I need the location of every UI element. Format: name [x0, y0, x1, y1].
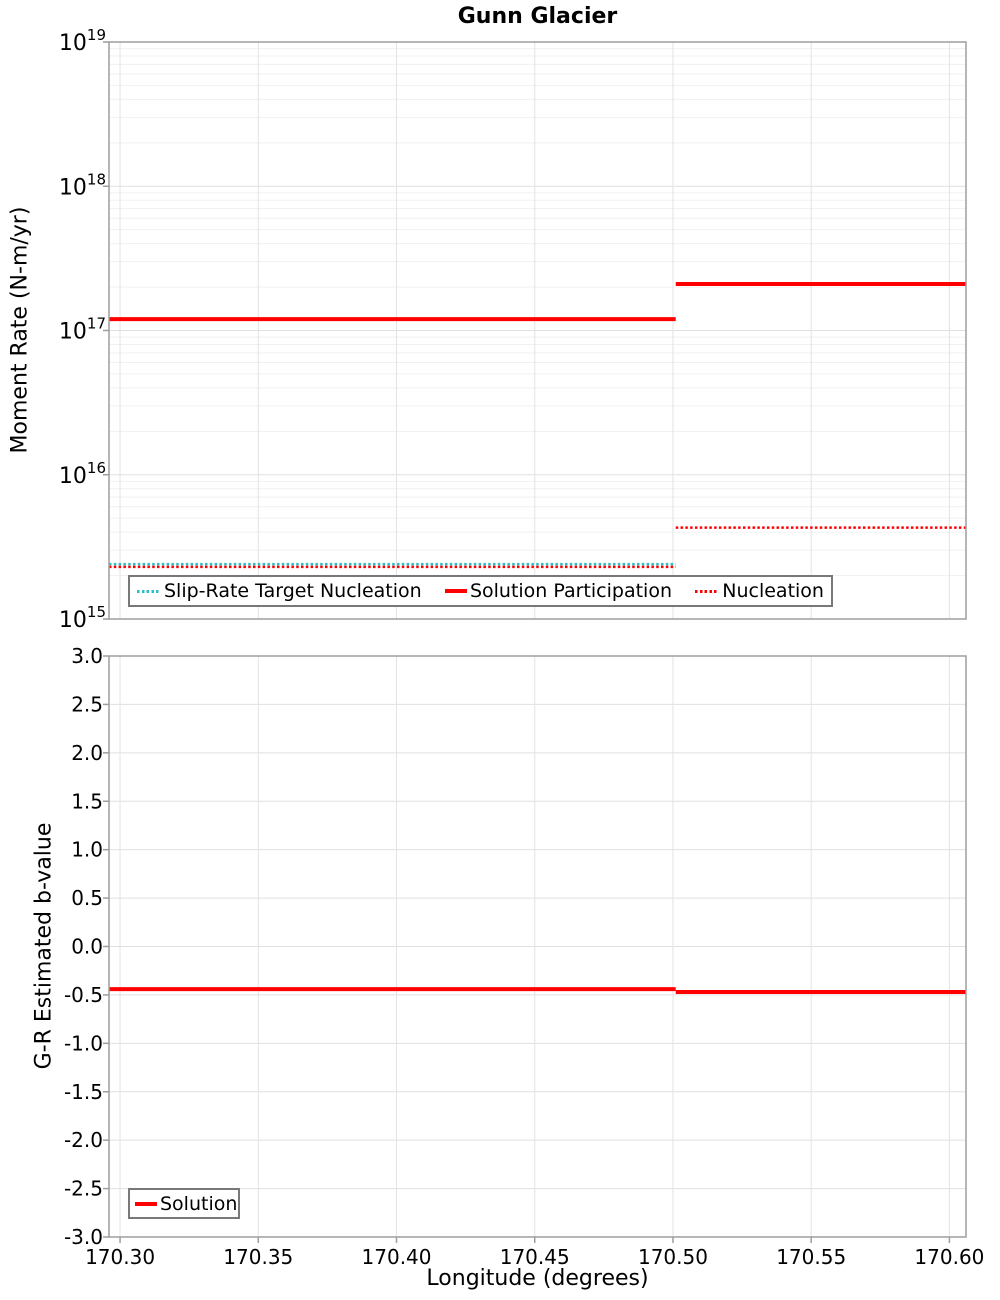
y-tick-label: 2.5	[71, 692, 103, 716]
x-tick-label: 170.60	[914, 1245, 984, 1269]
y-tick-label: 1016	[59, 459, 106, 489]
legend-label-solution-participation: Solution Participation	[469, 580, 672, 602]
y-tick-label: 1.0	[71, 838, 103, 862]
legend-item-solution-participation: Solution Participation	[444, 580, 672, 602]
solution-swatch-icon	[135, 1201, 157, 1206]
bottom-y-axis-label: G-R Estimated b-value	[31, 822, 57, 1070]
y-tick-label: 1019	[59, 26, 106, 56]
bottom-legend: Solution	[128, 1188, 240, 1219]
y-tick-label: 1015	[59, 603, 106, 633]
y-tick-label: -2.5	[64, 1177, 103, 1201]
top-legend: Slip-Rate Target Nucleation Solution Par…	[128, 575, 833, 607]
panel-top: 1019 1018 1017 1016 1015	[59, 26, 967, 633]
y-tick-label: -0.5	[64, 983, 103, 1007]
nucleation-swatch-icon	[695, 589, 720, 593]
x-tick-label: 170.55	[776, 1245, 846, 1269]
x-tick-label: 170.30	[85, 1245, 155, 1269]
legend-label-slip-rate-target-nucleation: Slip-Rate Target Nucleation	[164, 580, 422, 602]
y-tick-label: 0.0	[71, 935, 103, 959]
solution-participation-swatch-icon	[444, 589, 467, 593]
y-tick-label: 1017	[59, 315, 106, 345]
x-tick-label: 170.40	[362, 1245, 432, 1269]
y-tick-label: 1018	[59, 170, 106, 200]
x-axis-label: Longitude (degrees)	[426, 1266, 649, 1291]
legend-item-slip-rate-target-nucleation: Slip-Rate Target Nucleation	[137, 580, 422, 602]
y-tick-label: 1.5	[71, 789, 103, 813]
y-tick-label: 2.0	[71, 741, 103, 765]
y-tick-label: -1.0	[64, 1031, 103, 1055]
panel-bottom: 3.0 2.5 2.0 1.5 1.0 0.5 0.0 -0.5 -1.0 -1.5 -2.0 -2.…	[64, 644, 984, 1269]
legend-item-nucleation: Nucleation	[695, 580, 824, 602]
legend-item-solution: Solution	[135, 1193, 237, 1215]
chart-title: Gunn Glacier	[457, 4, 618, 29]
x-tick-label: 170.50	[638, 1245, 708, 1269]
y-tick-label: -1.5	[64, 1080, 103, 1104]
x-tick-label: 170.35	[223, 1245, 293, 1269]
y-tick-label: -3.0	[64, 1225, 103, 1249]
top-y-axis-label: Moment Rate (N-m/yr)	[7, 206, 33, 454]
y-tick-label: -2.0	[64, 1128, 103, 1152]
slip-rate-target-nucleation-swatch-icon	[137, 589, 161, 593]
legend-label-nucleation: Nucleation	[722, 580, 824, 602]
y-tick-label: 0.5	[71, 886, 103, 910]
legend-label-solution: Solution	[160, 1192, 238, 1215]
y-tick-label: 3.0	[71, 644, 103, 668]
x-tick-label: 170.45	[500, 1245, 570, 1269]
